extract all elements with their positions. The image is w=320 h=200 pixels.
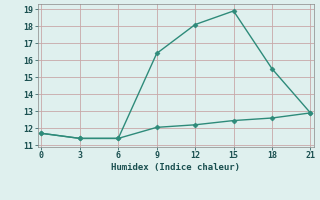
- X-axis label: Humidex (Indice chaleur): Humidex (Indice chaleur): [111, 163, 240, 172]
